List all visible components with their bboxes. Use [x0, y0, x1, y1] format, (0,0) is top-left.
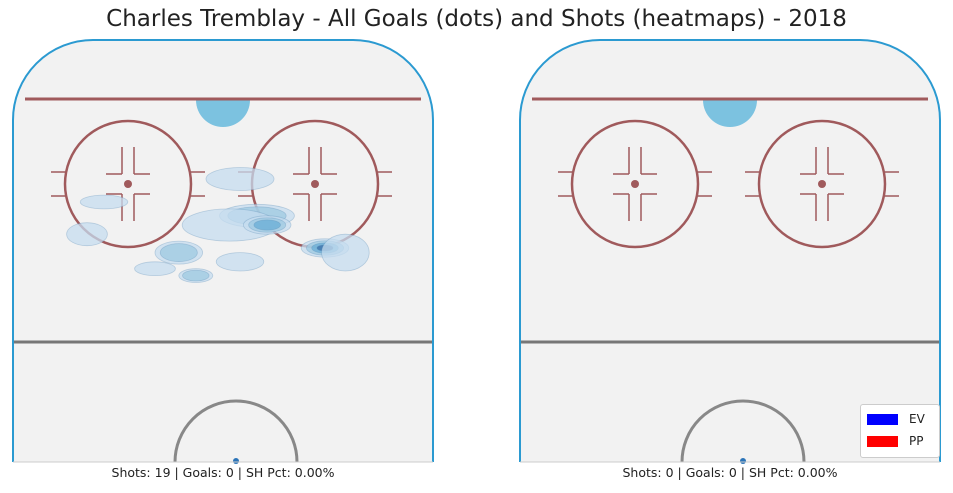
stats-caption-right: Shots: 0 | Goals: 0 | SH Pct: 0.00% [622, 465, 838, 480]
heat-contour-5-0 [134, 261, 176, 277]
faceoff-dot [631, 180, 639, 188]
center-circle [173, 399, 299, 463]
boards [12, 39, 434, 462]
heat-contour-4-0 [215, 252, 265, 272]
center-circle [680, 399, 806, 463]
heat-contour-3-0 [205, 167, 275, 191]
faceoff-circle-0 [558, 119, 712, 249]
center-dot [740, 458, 746, 464]
legend-swatch-ev [867, 413, 898, 425]
heat-contour-10-0 [66, 222, 108, 247]
heat-contour-9-2 [253, 219, 281, 231]
stats-caption-left: Shots: 19 | Goals: 0 | SH Pct: 0.00% [111, 465, 335, 480]
legend-swatch-pp [867, 435, 898, 447]
legend-entry-pp: PP [867, 433, 923, 449]
faceoff-ring [63, 119, 193, 249]
faceoff-dot [311, 180, 319, 188]
heat-contour-11-0 [321, 233, 370, 272]
faceoff-dot [818, 180, 826, 188]
goal-crease [703, 100, 757, 127]
heat-contour-2-0 [79, 194, 129, 210]
faceoff-ring [757, 119, 887, 249]
faceoff-circle-0 [51, 119, 205, 249]
legend-label-ev: EV [909, 412, 925, 426]
faceoff-circle-1 [745, 119, 899, 249]
ice-surface [520, 40, 940, 462]
goal-crease [196, 100, 250, 127]
ice-surface [13, 40, 433, 462]
rink-group-1 [519, 39, 941, 464]
rink-group-0 [12, 39, 434, 464]
legend-entry-ev: EV [867, 411, 925, 427]
chart-title: Charles Tremblay - All Goals (dots) and … [106, 6, 847, 32]
heat-contour-1-1 [159, 243, 198, 262]
heat-contour-7-1 [182, 269, 210, 282]
faceoff-ring [570, 119, 700, 249]
legend: EV PP [860, 404, 940, 458]
legend-label-pp: PP [909, 434, 924, 448]
faceoff-dot [124, 180, 132, 188]
boards [519, 39, 941, 462]
